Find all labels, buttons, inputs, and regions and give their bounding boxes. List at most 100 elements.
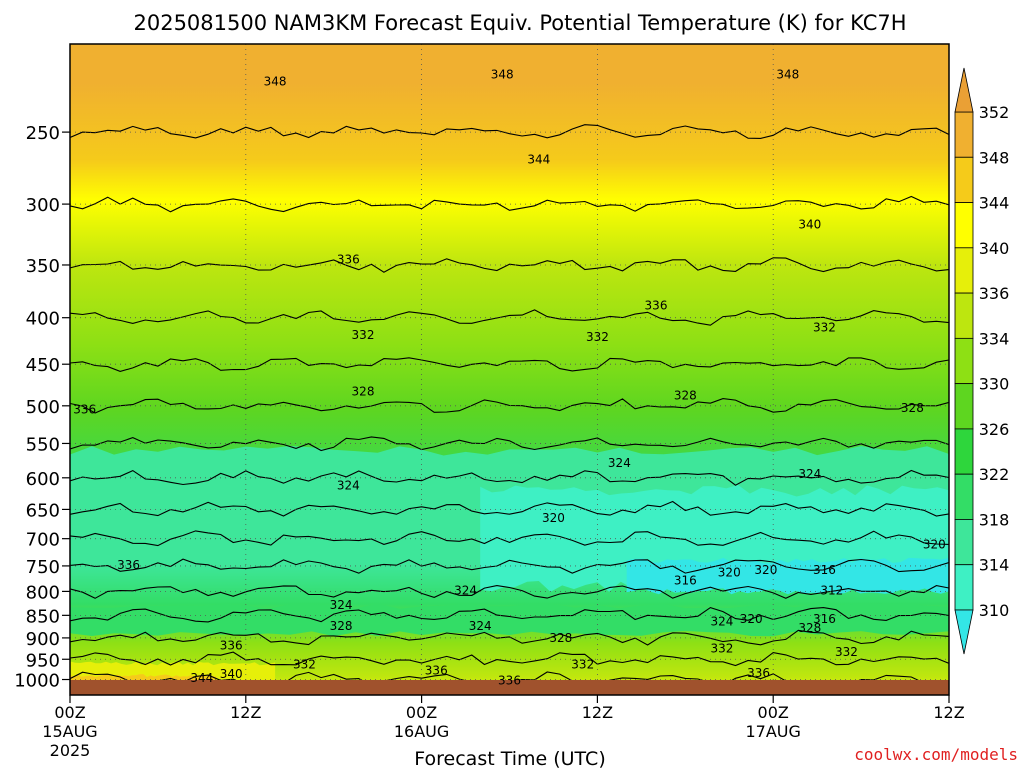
field-band bbox=[70, 603, 949, 637]
y-tick-label: 300 bbox=[26, 195, 60, 216]
y-tick-label: 850 bbox=[26, 606, 60, 627]
contour-label: 336 bbox=[337, 252, 360, 266]
contour-label: 332 bbox=[586, 330, 609, 344]
contour-label: 332 bbox=[571, 658, 594, 672]
contour-line bbox=[70, 398, 949, 414]
contour-label: 332 bbox=[835, 645, 858, 659]
contour-line bbox=[70, 558, 949, 574]
contour-label: 320 bbox=[542, 511, 565, 525]
contour-label: 324 bbox=[454, 583, 477, 597]
colorbar-segment bbox=[954, 247, 974, 294]
colorbar-label: 326 bbox=[979, 420, 1010, 439]
contour-line bbox=[70, 195, 949, 213]
x-tick-label: 12Z bbox=[582, 703, 613, 722]
colorbar-segment bbox=[954, 202, 974, 249]
y-tick-label: 750 bbox=[26, 557, 60, 578]
contour-label: 312 bbox=[820, 583, 843, 597]
colorbar-segment bbox=[954, 428, 974, 475]
colorbar-segment bbox=[954, 111, 974, 158]
contour-label: 348 bbox=[264, 75, 287, 89]
y-tick-label: 450 bbox=[26, 355, 60, 376]
colorbar-label: 344 bbox=[979, 194, 1010, 213]
contour-label: 316 bbox=[674, 573, 697, 587]
contour-label: 328 bbox=[901, 401, 924, 415]
y-axis: 2503003504004505005506006507007508008509… bbox=[14, 123, 70, 692]
contour-label: 324 bbox=[337, 479, 360, 493]
contour-label: 336 bbox=[117, 558, 140, 572]
contour-label: 328 bbox=[549, 631, 572, 645]
contour-label: 336 bbox=[73, 403, 96, 417]
plot-background bbox=[70, 44, 949, 695]
y-tick-label: 700 bbox=[26, 530, 60, 551]
contour-label: 324 bbox=[330, 598, 353, 612]
contour-label: 324 bbox=[608, 456, 631, 470]
contour-line bbox=[70, 436, 949, 452]
colorbar-segment bbox=[954, 156, 974, 203]
contour-label: 332 bbox=[352, 328, 375, 342]
contour-label: 328 bbox=[674, 388, 697, 402]
x-tick-year: 2025 bbox=[50, 741, 91, 760]
contour-label: 324 bbox=[798, 467, 821, 481]
contour-label: 328 bbox=[330, 619, 353, 633]
colorbar-label: 314 bbox=[979, 556, 1010, 575]
x-axis-label: Forecast Time (UTC) bbox=[414, 748, 605, 768]
y-tick-label: 250 bbox=[26, 123, 60, 144]
contour-label: 332 bbox=[813, 320, 836, 334]
contour-line bbox=[70, 500, 949, 517]
colorbar-max-arrow bbox=[954, 67, 974, 113]
grid-lines bbox=[70, 44, 949, 695]
colorbar-min-arrow bbox=[954, 609, 974, 655]
colorbar: 352 348 344 340 336 334 330 326 322 318 314 310 bbox=[954, 67, 1010, 655]
contour-line bbox=[70, 651, 949, 667]
contour-label: 316 bbox=[813, 563, 836, 577]
colorbar-segment bbox=[954, 564, 974, 611]
contour-label: 340 bbox=[798, 218, 821, 232]
contour-label: 324 bbox=[469, 619, 492, 633]
colorbar-segment bbox=[954, 337, 974, 385]
contour-label: 340 bbox=[220, 667, 243, 681]
contour-line bbox=[70, 585, 949, 599]
plot-frame bbox=[69, 43, 950, 696]
y-tick-label: 500 bbox=[26, 397, 60, 418]
colorbar-label: 348 bbox=[979, 148, 1010, 167]
x-tick-date: 17AUG bbox=[745, 722, 800, 741]
contour-label: 344 bbox=[527, 153, 550, 167]
field-bands bbox=[70, 445, 949, 695]
contour-line bbox=[70, 469, 949, 486]
y-tick-label: 900 bbox=[26, 629, 60, 650]
contour-label: 320 bbox=[923, 537, 946, 551]
contour-line bbox=[70, 257, 949, 273]
contour-line bbox=[70, 124, 949, 139]
contour-lines bbox=[70, 124, 949, 688]
colorbar-label: 352 bbox=[979, 103, 1010, 122]
y-tick-label: 800 bbox=[26, 582, 60, 603]
x-tick-label: 12Z bbox=[230, 703, 261, 722]
contour-label: 336 bbox=[425, 664, 448, 678]
contour-label: 320 bbox=[740, 612, 763, 626]
contour-label: 336 bbox=[747, 666, 770, 680]
contour-label: 336 bbox=[220, 639, 243, 653]
contour-label: 328 bbox=[798, 621, 821, 635]
watermark-text: coolwx.com/models bbox=[854, 745, 1018, 764]
contour-line bbox=[70, 606, 949, 623]
contour-line bbox=[70, 530, 949, 547]
colorbar-segment bbox=[954, 519, 974, 566]
colorbar-segment bbox=[954, 292, 974, 339]
contour-label: 316 bbox=[813, 612, 836, 626]
x-tick-label: 00Z bbox=[54, 703, 85, 722]
x-tick-label: 12Z bbox=[933, 703, 964, 722]
y-tick-label: 400 bbox=[26, 309, 60, 330]
y-tick-label: 550 bbox=[26, 434, 60, 455]
y-tick-label: 650 bbox=[26, 500, 60, 521]
contour-line bbox=[70, 309, 949, 326]
y-tick-label: 950 bbox=[26, 650, 60, 671]
x-tick-label: 00Z bbox=[406, 703, 437, 722]
colorbar-segment bbox=[954, 473, 974, 520]
contour-label: 320 bbox=[718, 566, 741, 580]
y-tick-label: 1000 bbox=[14, 671, 60, 692]
contour-label: 336 bbox=[645, 299, 668, 313]
colorbar-segment bbox=[954, 383, 974, 430]
x-tick-date: 15AUG bbox=[42, 722, 97, 741]
